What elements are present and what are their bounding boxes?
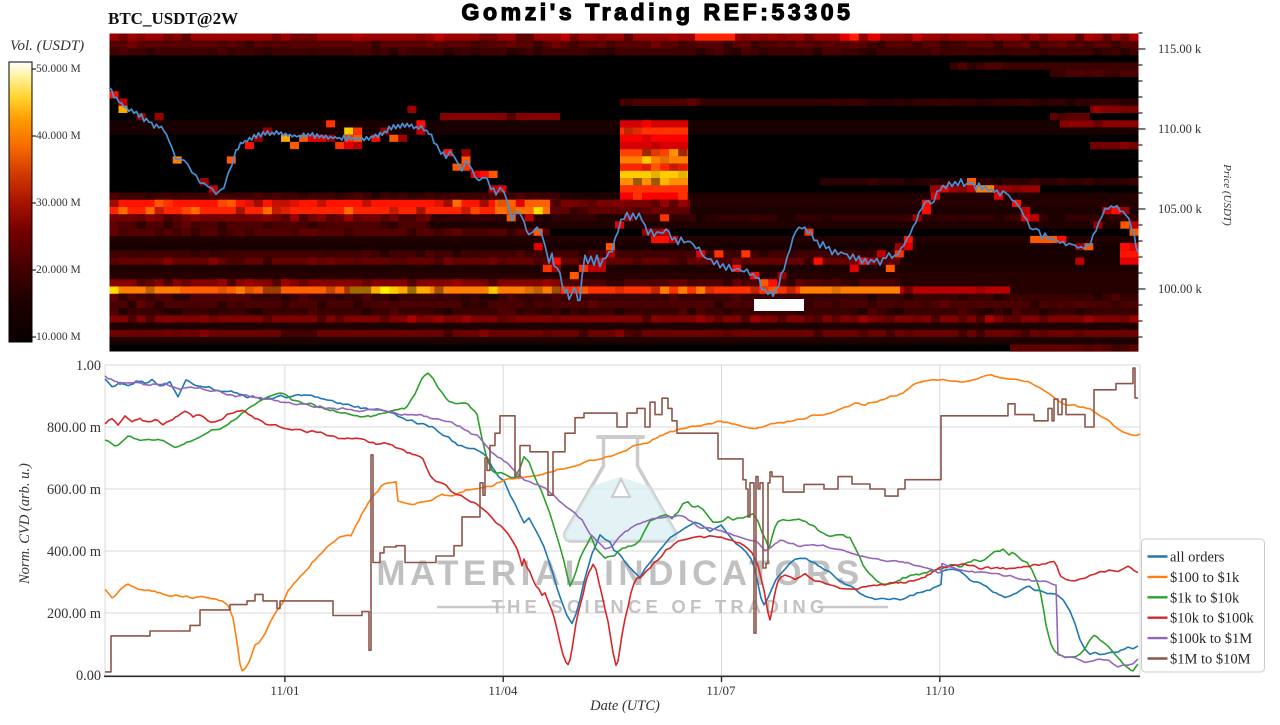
svg-text:Price (USDT): Price (USDT) [1221, 163, 1233, 226]
svg-text:$1M to $10M: $1M to $10M [1170, 652, 1251, 668]
svg-text:THE SCIENCE OF TRADING: THE SCIENCE OF TRADING [491, 596, 828, 617]
svg-text:MATERIAL INDICATORS: MATERIAL INDICATORS [376, 554, 863, 593]
svg-text:$100 to $1k: $100 to $1k [1170, 570, 1240, 586]
svg-text:all orders: all orders [1170, 550, 1225, 566]
svg-text:$10k to $100k: $10k to $100k [1170, 611, 1255, 627]
svg-text:$100k to $1M: $100k to $1M [1170, 631, 1252, 647]
svg-text:$1k to $10k: $1k to $10k [1170, 590, 1240, 606]
